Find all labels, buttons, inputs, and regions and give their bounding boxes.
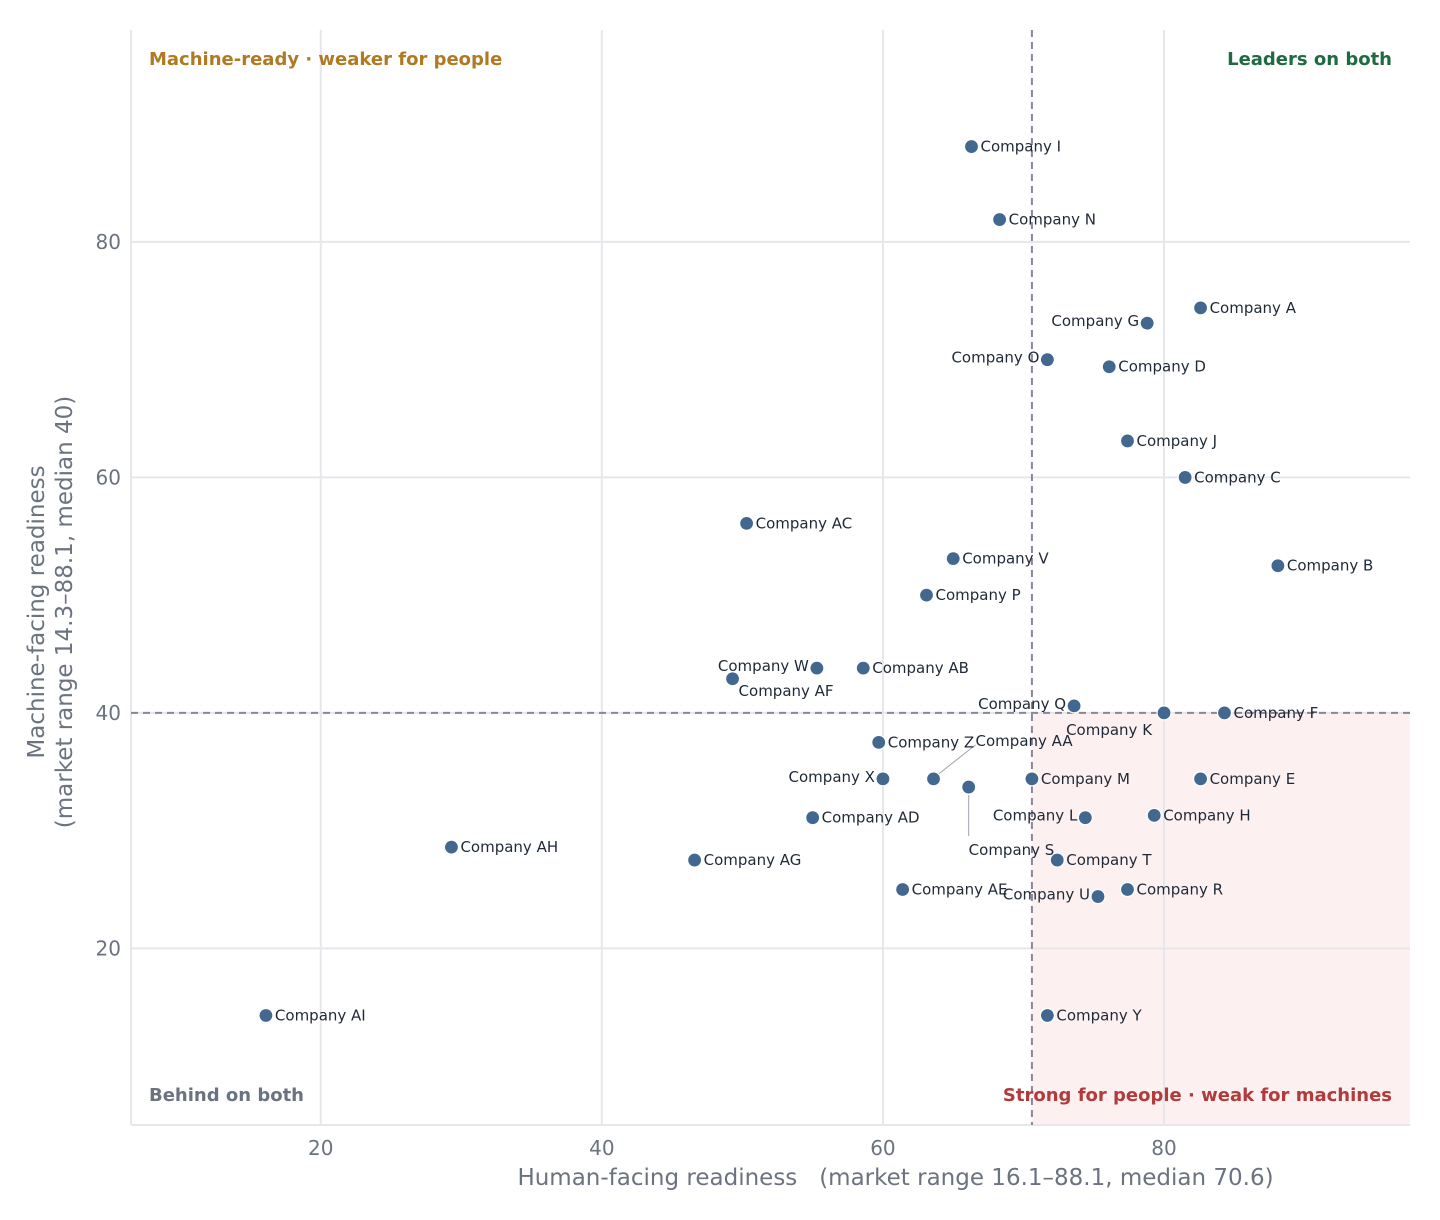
y-tick-label: 40 bbox=[96, 701, 121, 725]
data-point bbox=[809, 660, 825, 676]
data-point bbox=[963, 138, 980, 155]
point-label: Company AA bbox=[976, 732, 1074, 750]
point-label: Company F bbox=[1233, 704, 1318, 722]
data-point bbox=[1139, 315, 1155, 331]
data-point bbox=[1146, 807, 1162, 823]
point-label: Company V bbox=[962, 550, 1049, 568]
point-label: Company AC bbox=[756, 514, 853, 532]
data-point bbox=[1090, 888, 1106, 905]
point-label: Company O bbox=[951, 349, 1039, 367]
point-label: Company Q bbox=[978, 695, 1066, 713]
point-label: Company M bbox=[1041, 770, 1130, 788]
point-label: Company B bbox=[1287, 557, 1373, 575]
point-label: Company D bbox=[1118, 358, 1206, 376]
data-point bbox=[991, 211, 1008, 228]
x-tick-label: 20 bbox=[308, 1136, 333, 1160]
data-point bbox=[1192, 300, 1209, 316]
data-point bbox=[945, 551, 961, 567]
leader-line bbox=[937, 744, 976, 776]
data-point bbox=[1177, 469, 1193, 486]
point-label: Company R bbox=[1136, 881, 1223, 899]
point-label: Company G bbox=[1051, 312, 1139, 330]
quadrant-label: Leaders on both bbox=[1227, 49, 1392, 70]
point-label: Company AI bbox=[275, 1007, 366, 1025]
highlight-region bbox=[1031, 712, 1410, 1125]
point-label: Company E bbox=[1210, 770, 1296, 788]
point-label: Company J bbox=[1136, 432, 1217, 450]
point-label: Company AG bbox=[704, 851, 802, 869]
data-point bbox=[1066, 698, 1082, 714]
y-tick-label: 60 bbox=[96, 465, 121, 489]
quadrant-label: Behind on both bbox=[149, 1085, 304, 1106]
point-label: Company AB bbox=[872, 659, 969, 677]
data-point bbox=[1119, 881, 1136, 898]
data-point bbox=[925, 771, 942, 787]
point-label: Company Y bbox=[1056, 1007, 1142, 1025]
point-label: Company AF bbox=[739, 682, 834, 700]
point-label: Company I bbox=[980, 138, 1061, 156]
point-label: Company Z bbox=[888, 733, 974, 751]
point-label: Company AH bbox=[460, 838, 558, 856]
quadrant-label: Strong for people · weak for machines bbox=[1003, 1085, 1392, 1106]
data-point bbox=[855, 660, 871, 676]
point-label: Company W bbox=[718, 657, 809, 675]
y-axis-title-line: Machine-facing readiness bbox=[24, 465, 50, 758]
data-point bbox=[443, 839, 460, 855]
point-label: Company H bbox=[1163, 806, 1250, 824]
point-label: Company K bbox=[1066, 721, 1153, 739]
data-point bbox=[724, 671, 741, 687]
data-point bbox=[1024, 771, 1040, 787]
x-axis-title: Human-facing readiness (market range 16.… bbox=[517, 1165, 1273, 1191]
data-point bbox=[871, 734, 887, 750]
x-tick-label: 60 bbox=[870, 1136, 895, 1160]
point-label: Company AD bbox=[822, 809, 920, 827]
point-label: Company C bbox=[1194, 468, 1281, 486]
data-point bbox=[687, 852, 703, 868]
x-tick-label: 80 bbox=[1151, 1136, 1176, 1160]
data-point bbox=[1119, 433, 1136, 449]
data-point bbox=[1192, 771, 1209, 787]
y-tick-label: 80 bbox=[96, 230, 121, 254]
point-label: Company T bbox=[1066, 851, 1152, 869]
point-label: Company AE bbox=[912, 881, 1008, 899]
point-label: Company P bbox=[936, 586, 1021, 604]
y-axis-title-line: (market range 14.3–88.1, median 40) bbox=[52, 396, 78, 828]
x-tick-label: 40 bbox=[589, 1136, 614, 1160]
point-label: Company N bbox=[1009, 211, 1096, 229]
data-point bbox=[1270, 558, 1286, 574]
y-axis-title: Machine-facing readiness(market range 14… bbox=[24, 396, 78, 828]
data-point bbox=[1077, 810, 1093, 826]
data-point bbox=[739, 515, 755, 531]
data-point bbox=[258, 1007, 274, 1024]
point-label: Company A bbox=[1210, 299, 1297, 317]
point-label: Company X bbox=[789, 768, 875, 786]
data-point bbox=[1156, 705, 1172, 721]
data-point bbox=[805, 810, 821, 826]
point-label: Company S bbox=[969, 841, 1055, 859]
data-point bbox=[875, 771, 891, 787]
data-point bbox=[1039, 1007, 1055, 1024]
y-tick-label: 20 bbox=[96, 936, 121, 960]
data-point bbox=[895, 881, 911, 898]
point-label: Company L bbox=[993, 807, 1078, 825]
data-point bbox=[1049, 852, 1065, 868]
data-point bbox=[1216, 705, 1233, 721]
data-point bbox=[961, 779, 977, 795]
data-point bbox=[1039, 352, 1055, 368]
quadrant-label: Machine-ready · weaker for people bbox=[149, 49, 502, 70]
point-label: Company U bbox=[1003, 886, 1090, 904]
data-point bbox=[1101, 359, 1117, 375]
data-point bbox=[918, 587, 935, 603]
